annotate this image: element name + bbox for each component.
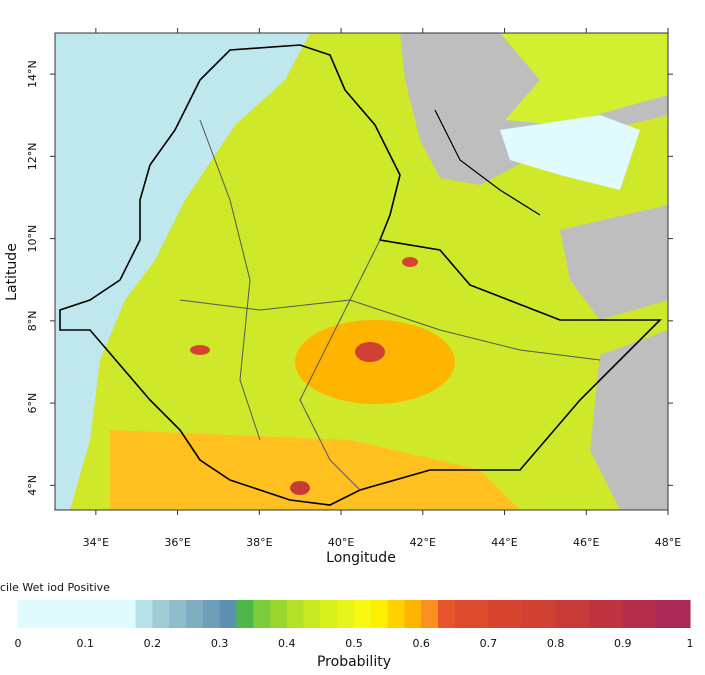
colorbar-tick-label: 0.4 [278,637,296,650]
colorbar-bin [438,600,456,628]
colorbar-bin [337,600,355,628]
peak-region [355,342,385,362]
y-axis-title: Latitude [4,243,20,301]
high-region [110,430,520,510]
x-tick-label: 38°E [246,536,272,549]
region-border [199,119,261,441]
colorbar-tick-label: 0.6 [412,637,430,650]
colorbar-tick-label: 0.3 [211,637,229,650]
colorbar-bin [236,600,254,628]
colorbar-bin [320,600,338,628]
colorbar-bin [186,600,204,628]
x-tick-label: 40°E [328,536,354,549]
peak-region [290,481,310,495]
colorbar-bin [522,600,557,628]
masked-area [590,330,668,510]
colorbar-bin [421,600,439,628]
colorbar-bin [303,600,321,628]
colorbar-bin [555,600,590,628]
region-border [299,239,381,491]
colorbar-bin [488,600,523,628]
colorbar-bin [370,600,389,628]
y-tick-label: 14°N [26,60,39,88]
colorbar-label: Probability [317,654,391,670]
colorbar-tick-label: 0.1 [76,637,94,650]
colorbar-bin [622,600,657,628]
colorbar-bin [18,600,137,628]
colorbar-tick-label: 0 [15,637,22,650]
peak-region [402,257,418,267]
colorbar-bin [286,600,305,628]
colorbar-bin [656,600,691,628]
colorbar-bin [354,600,372,628]
high-region [295,320,455,404]
colorbar-tick-label: 1 [687,637,694,650]
masked-area [560,205,668,320]
map-field [55,33,668,510]
y-tick-label: 6°N [26,393,39,414]
y-tick-label: 4°N [26,475,39,496]
x-tick-label: 46°E [573,536,599,549]
country-border [59,44,662,506]
map-frame [54,32,669,511]
arabia-region [500,33,668,125]
colorbar-bin [404,600,422,628]
x-tick-label: 34°E [83,536,109,549]
colorbar-tick-label: 0.2 [144,637,162,650]
x-tick-label: 36°E [164,536,190,549]
x-tick-label: 44°E [491,536,517,549]
peak-region [190,345,210,355]
colorbar-bin [219,600,237,628]
colorbar-bin [152,600,170,628]
y-tick-label: 8°N [26,310,39,331]
colorbar-tick-label: 0.7 [480,637,498,650]
colorbar-tick-label: 0.5 [345,637,363,650]
y-tick-label: 12°N [26,142,39,170]
low-region [55,360,100,510]
colorbar-title: cile Wet iod Positive [0,581,110,594]
low-region [500,115,640,190]
colorbar-bin [589,600,624,628]
colorbar-bin [202,600,221,628]
coastline [434,109,541,216]
colorbar-bin [169,600,187,628]
low-region [55,33,310,380]
colorbar-bin [387,600,405,628]
x-tick-label: 48°E [655,536,681,549]
colorbar-bin [454,600,489,628]
colorbar-bin [253,600,271,628]
x-tick-label: 42°E [410,536,436,549]
colorbar-bin [135,600,153,628]
y-tick-label: 10°N [26,225,39,253]
x-axis-title: Longitude [326,550,396,566]
colorbar-tick-label: 0.9 [614,637,632,650]
colorbar-bin [270,600,288,628]
colorbar-tick-label: 0.8 [547,637,565,650]
